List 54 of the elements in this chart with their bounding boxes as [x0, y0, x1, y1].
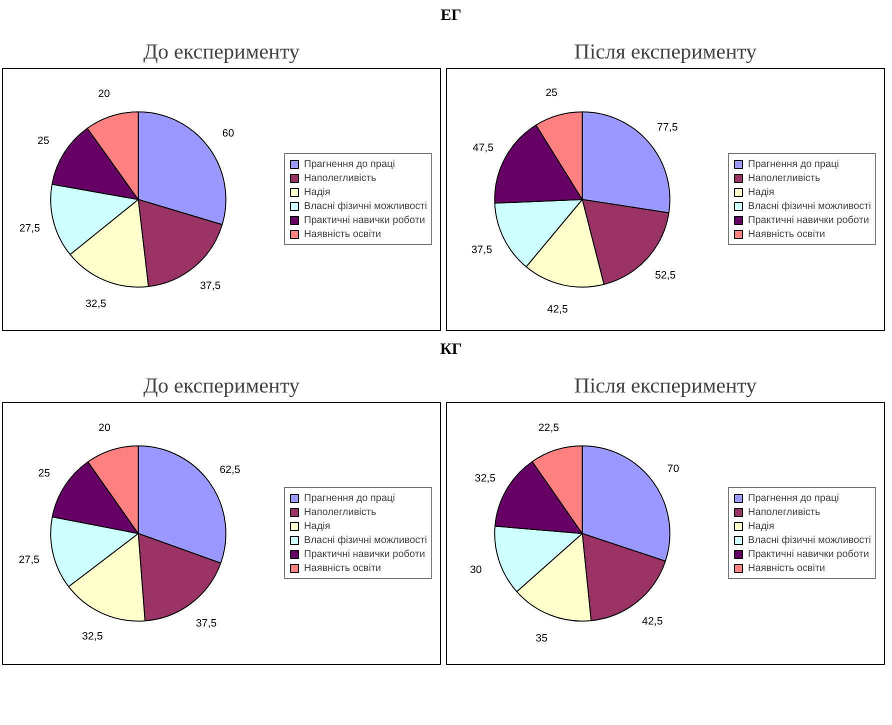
legend-label: Прагнення до праці: [748, 158, 839, 170]
data-label: 60: [222, 128, 234, 140]
legend-label: Прагнення до праці: [304, 158, 395, 170]
legend-label: Практичні навички роботи: [304, 214, 426, 226]
legend-label: Власні фізичні можливості: [304, 200, 427, 212]
data-label: 22,5: [538, 422, 560, 434]
data-label: 70: [667, 463, 680, 476]
data-label: 37,5: [196, 617, 217, 630]
legend-label: Наявність освіти: [304, 562, 382, 574]
legend-label: Надія: [748, 186, 774, 198]
data-label: 32,5: [82, 630, 103, 643]
chart-title: До експерименту: [143, 40, 300, 64]
legend-label: Власні фізичні можливості: [304, 534, 427, 546]
data-label: 62,5: [220, 464, 240, 476]
data-label: 77,5: [657, 122, 678, 134]
data-label: 25: [546, 87, 558, 100]
text: КГ: [440, 340, 462, 360]
data-label: 37,5: [471, 244, 492, 256]
chart-title: До експерименту: [143, 374, 300, 398]
data-label: 32,5: [86, 298, 106, 310]
data-label: 20: [98, 88, 110, 100]
legend-label: Прагнення до праці: [748, 492, 839, 504]
data-label: 25: [38, 468, 50, 480]
chart-title: Після експерименту: [574, 40, 758, 64]
legend-label: Наполегливість: [748, 172, 820, 184]
legend-label: Наявність освіти: [748, 562, 826, 574]
data-label: 32,5: [474, 472, 496, 485]
data-label: 35: [536, 632, 548, 645]
legend-label: Наполегливість: [304, 506, 376, 518]
legend-label: Прагнення до праці: [304, 492, 395, 504]
legend-label: Наявність освіти: [748, 228, 826, 240]
legend-label: Наявність освіти: [304, 228, 382, 240]
data-label: 52,5: [654, 270, 676, 282]
data-label: 25: [37, 134, 50, 147]
legend-label: Практичні навички роботи: [748, 548, 870, 560]
text: ЕГ: [440, 6, 462, 26]
data-label: 27,5: [19, 222, 40, 234]
legend-label: Власні фізичні можливості: [748, 200, 871, 212]
data-label: 27,5: [18, 554, 40, 566]
legend-label: Практичні навички роботи: [304, 548, 426, 560]
data-label: 37,5: [200, 280, 221, 292]
chart-title: Після експерименту: [574, 374, 758, 398]
legend-label: Власні фізичні можливості: [748, 534, 871, 546]
legend-label: Практичні навички роботи: [748, 214, 870, 226]
legend-label: Надія: [748, 520, 774, 532]
legend-label: Наполегливість: [304, 172, 376, 184]
data-label: 30: [470, 564, 482, 576]
data-label: 42,5: [547, 304, 568, 316]
legend-label: Надія: [304, 186, 330, 198]
legend-label: Надія: [304, 520, 330, 532]
legend-label: Наполегливість: [748, 506, 820, 518]
data-label: 20: [98, 422, 110, 434]
data-label: 47,5: [472, 142, 494, 154]
data-label: 42,5: [642, 616, 663, 628]
